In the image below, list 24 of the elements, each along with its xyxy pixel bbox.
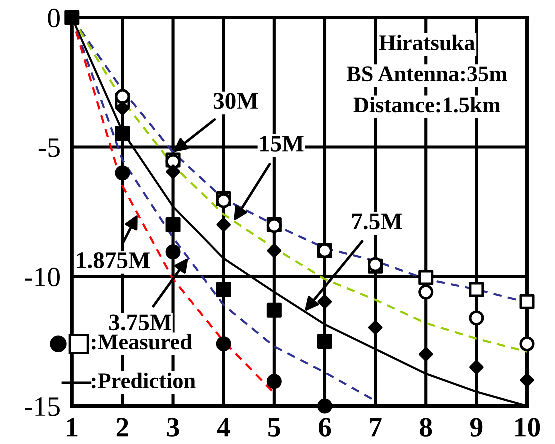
annotation: 1.875M xyxy=(77,252,150,269)
x-tick-label: 7 xyxy=(370,418,382,437)
annotation: Distance:1.5km xyxy=(354,97,501,113)
y-tick-label: 0 xyxy=(48,8,60,28)
y-tick-label: -15 xyxy=(25,398,60,416)
annotation: :Prediction xyxy=(92,372,196,389)
x-tick-label: 6 xyxy=(318,418,332,437)
annotation: 15M xyxy=(260,136,304,152)
y-tick-label: -10 xyxy=(25,268,60,287)
y-tick-label: -5 xyxy=(38,138,60,158)
annotation: 7.5M xyxy=(352,214,402,230)
x-tick-label: 5 xyxy=(268,418,280,437)
x-tick-label: 3 xyxy=(167,418,180,437)
x-tick-label: 10 xyxy=(516,418,540,437)
x-tick-label: 1 xyxy=(67,418,78,437)
annotation: Hiratsuka xyxy=(379,34,475,51)
x-tick-label: 4 xyxy=(217,418,230,437)
annotation: :Measured xyxy=(92,334,192,350)
annotation: 30M xyxy=(214,93,258,110)
annotation: 3.75M xyxy=(110,314,172,331)
annotation: BS Antenna:35m xyxy=(346,66,508,82)
x-tick-label: 9 xyxy=(470,418,483,437)
x-tick-label: 2 xyxy=(116,418,128,437)
x-tick-label: 8 xyxy=(420,418,432,437)
